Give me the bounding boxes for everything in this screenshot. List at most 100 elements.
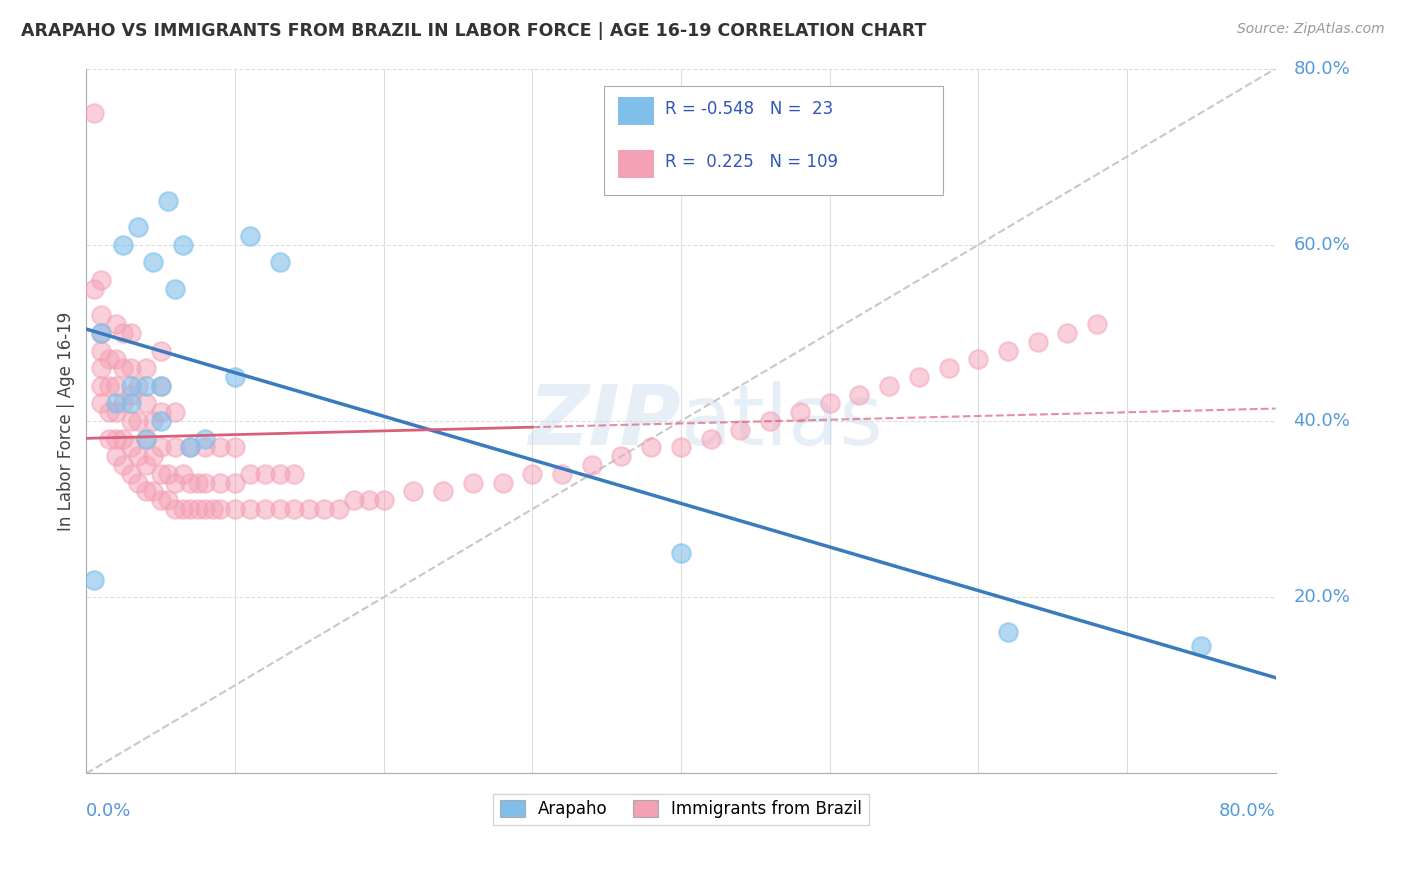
Point	[165, 405, 187, 419]
Point	[461, 475, 484, 490]
Point	[997, 625, 1019, 640]
Point	[1056, 326, 1078, 340]
Point	[135, 484, 157, 499]
Bar	[617, 97, 654, 125]
Text: atlas: atlas	[681, 381, 883, 461]
Point	[877, 378, 900, 392]
Point	[224, 370, 246, 384]
Point	[97, 378, 120, 392]
Point	[149, 467, 172, 481]
Point	[97, 352, 120, 367]
Point	[239, 502, 262, 516]
Point	[83, 105, 105, 120]
Text: 60.0%: 60.0%	[1294, 235, 1350, 254]
Point	[90, 326, 112, 340]
Point	[789, 405, 811, 419]
Point	[112, 326, 135, 340]
Point	[135, 432, 157, 446]
Point	[149, 493, 172, 508]
Point	[149, 441, 172, 455]
Text: 20.0%: 20.0%	[1294, 588, 1350, 607]
Point	[669, 546, 692, 560]
Point	[90, 326, 112, 340]
Point	[105, 449, 128, 463]
Point	[165, 441, 187, 455]
Point	[127, 449, 149, 463]
Point	[149, 343, 172, 358]
Point	[699, 432, 721, 446]
FancyBboxPatch shape	[603, 87, 942, 195]
Point	[1085, 317, 1108, 331]
Point	[194, 432, 217, 446]
Point	[357, 493, 380, 508]
Point	[172, 237, 194, 252]
Point	[581, 458, 603, 472]
Point	[149, 414, 172, 428]
Point	[105, 405, 128, 419]
Point	[90, 396, 112, 410]
Point	[938, 361, 960, 376]
Point	[283, 502, 305, 516]
Text: 0.0%: 0.0%	[86, 802, 132, 820]
Point	[90, 273, 112, 287]
Point	[491, 475, 513, 490]
Point	[90, 308, 112, 322]
Point	[194, 475, 217, 490]
Point	[105, 432, 128, 446]
Point	[818, 396, 841, 410]
Text: ARAPAHO VS IMMIGRANTS FROM BRAZIL IN LABOR FORCE | AGE 16-19 CORRELATION CHART: ARAPAHO VS IMMIGRANTS FROM BRAZIL IN LAB…	[21, 22, 927, 40]
Point	[209, 502, 232, 516]
Point	[127, 475, 149, 490]
Point	[269, 467, 291, 481]
Point	[120, 361, 142, 376]
Point	[120, 414, 142, 428]
Point	[759, 414, 782, 428]
Point	[135, 361, 157, 376]
Point	[157, 493, 180, 508]
Text: ZIP: ZIP	[529, 381, 681, 461]
Legend: Arapaho, Immigrants from Brazil: Arapaho, Immigrants from Brazil	[494, 794, 869, 825]
Point	[112, 237, 135, 252]
Text: R = -0.548   N =  23: R = -0.548 N = 23	[665, 101, 834, 119]
Point	[112, 458, 135, 472]
Point	[283, 467, 305, 481]
Point	[120, 441, 142, 455]
Point	[120, 378, 142, 392]
Point	[135, 396, 157, 410]
Point	[179, 502, 201, 516]
Point	[239, 229, 262, 244]
Point	[328, 502, 350, 516]
Point	[967, 352, 990, 367]
Point	[269, 255, 291, 269]
Point	[165, 502, 187, 516]
Point	[172, 467, 194, 481]
Point	[314, 502, 336, 516]
Text: Source: ZipAtlas.com: Source: ZipAtlas.com	[1237, 22, 1385, 37]
Point	[253, 467, 276, 481]
Point	[848, 387, 870, 401]
Point	[127, 414, 149, 428]
Point	[402, 484, 425, 499]
Point	[179, 441, 201, 455]
Point	[209, 441, 232, 455]
Point	[298, 502, 321, 516]
Point	[97, 405, 120, 419]
Point	[83, 282, 105, 296]
Point	[269, 502, 291, 516]
Point	[551, 467, 574, 481]
Point	[105, 396, 128, 410]
Point	[157, 467, 180, 481]
Point	[201, 502, 224, 516]
Point	[105, 317, 128, 331]
Point	[194, 502, 217, 516]
Point	[142, 484, 165, 499]
Bar	[617, 150, 654, 178]
Point	[224, 441, 246, 455]
Point	[187, 475, 209, 490]
Point	[669, 441, 692, 455]
Point	[187, 502, 209, 516]
Text: 40.0%: 40.0%	[1294, 412, 1350, 430]
Point	[997, 343, 1019, 358]
Point	[135, 458, 157, 472]
Point	[179, 475, 201, 490]
